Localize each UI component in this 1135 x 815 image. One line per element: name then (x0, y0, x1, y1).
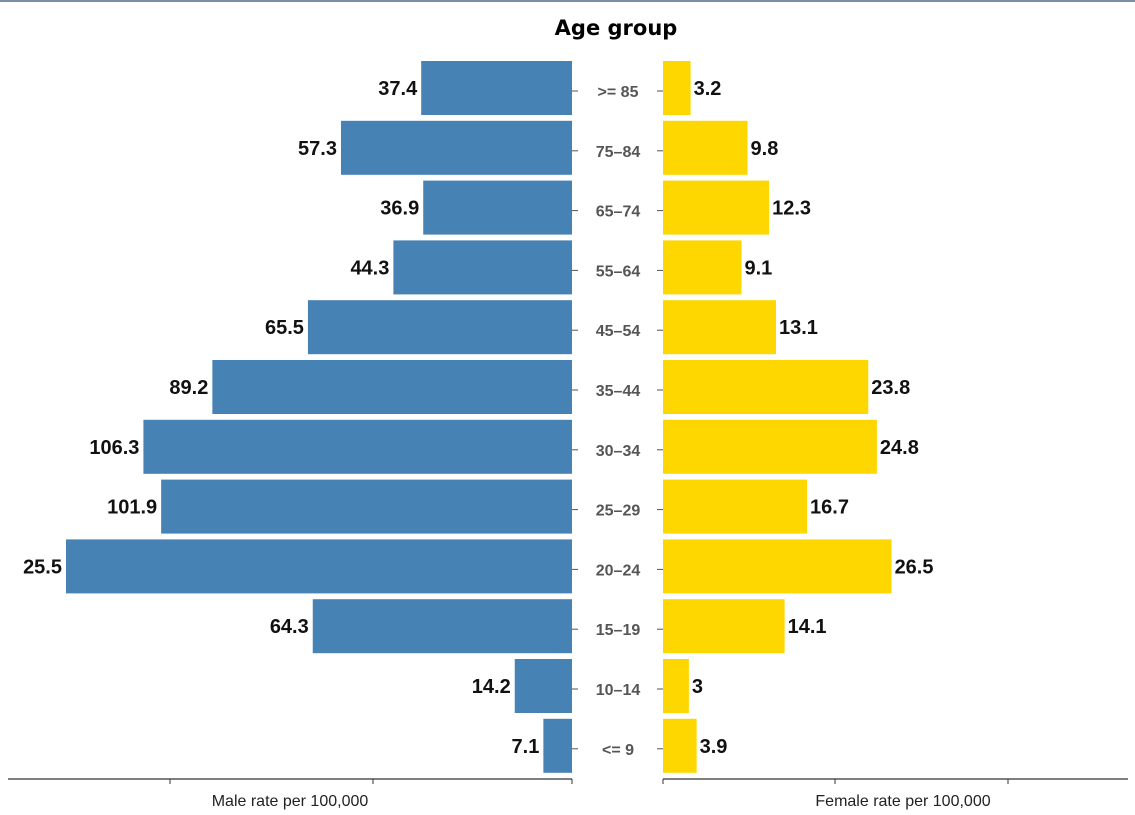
age-group-label: 25–29 (596, 503, 641, 520)
age-group-label: 35–44 (596, 383, 641, 400)
female-value-label: 3.9 (700, 736, 728, 758)
female-value-label: 13.1 (779, 317, 818, 339)
male-value-label: 64.3 (270, 616, 309, 638)
male-value-label: 25.5 (23, 556, 62, 578)
age-group-label: 30–34 (596, 443, 641, 460)
female-bar (663, 479, 808, 534)
female-value-label: 12.3 (772, 198, 811, 220)
female-value-label: 9.8 (751, 138, 779, 160)
female-bar (663, 120, 748, 175)
male-value-label: 101.9 (107, 497, 157, 519)
top-border (0, 0, 1135, 2)
female-value-label: 3.2 (694, 78, 722, 100)
female-bar (663, 300, 776, 355)
male-bar (161, 479, 572, 534)
female-bar (663, 718, 697, 773)
chart-title: Age group (555, 16, 678, 40)
male-value-label: 7.1 (512, 736, 540, 758)
male-bar (143, 419, 572, 474)
male-value-label: 36.9 (380, 198, 419, 220)
age-group-label: >= 85 (598, 84, 639, 101)
male-axis-title: Male rate per 100,000 (212, 793, 369, 810)
male-bar (514, 659, 572, 713)
male-value-label: 44.3 (350, 257, 389, 279)
male-value-label: 106.3 (89, 437, 139, 459)
age-group-label: 20–24 (596, 562, 641, 579)
age-group-label: 45–54 (596, 323, 641, 340)
age-group-labels: >= 85 75–84 65–74 55–64 45–54 35–44 30–34 25–29… (572, 84, 663, 759)
female-value-label: 23.8 (871, 377, 910, 399)
male-bar (393, 240, 572, 295)
age-group-label: 65–74 (596, 204, 641, 221)
male-value-label: 89.2 (169, 377, 208, 399)
female-value-label: 24.8 (880, 437, 919, 459)
age-group-label: 55–64 (596, 263, 641, 280)
age-group-label: <= 9 (602, 742, 634, 759)
female-value-label: 3 (692, 676, 703, 698)
male-value-label: 65.5 (265, 317, 304, 339)
male-bar (543, 718, 572, 773)
age-group-label: 10–14 (596, 682, 641, 699)
male-bar (421, 61, 572, 115)
male-bar (312, 599, 572, 654)
age-group-label: 15–19 (596, 622, 641, 639)
male-bar (212, 360, 572, 414)
female-value-label: 9.1 (744, 257, 772, 279)
female-value-label: 14.1 (788, 616, 827, 638)
female-axis-title: Female rate per 100,000 (815, 793, 990, 810)
male-bar (340, 120, 572, 175)
axes (8, 778, 1128, 784)
female-bars: 3.2 9.8 12.3 9.1 13.1 23.8 24.8 16.7 26.5 14.1 3 3.… (663, 61, 934, 773)
female-bar (663, 61, 691, 115)
female-bar (663, 539, 892, 594)
female-value-label: 16.7 (810, 497, 849, 519)
male-bar (423, 180, 572, 235)
female-value-label: 26.5 (895, 556, 934, 578)
male-value-label: 14.2 (472, 676, 511, 698)
female-bar (663, 599, 785, 654)
male-bars: 37.4 57.3 36.9 44.3 65.5 89.2 106.3 101.9 25.5 64… (23, 61, 572, 773)
male-bar (307, 300, 572, 355)
male-value-label: 57.3 (298, 138, 337, 160)
female-bar (663, 360, 869, 414)
female-bar (663, 240, 742, 295)
male-value-label: 37.4 (378, 78, 418, 100)
male-bar (66, 539, 572, 594)
female-bar (663, 419, 877, 474)
female-bar (663, 659, 689, 713)
female-bar (663, 180, 770, 235)
age-group-label: 75–84 (596, 144, 641, 161)
